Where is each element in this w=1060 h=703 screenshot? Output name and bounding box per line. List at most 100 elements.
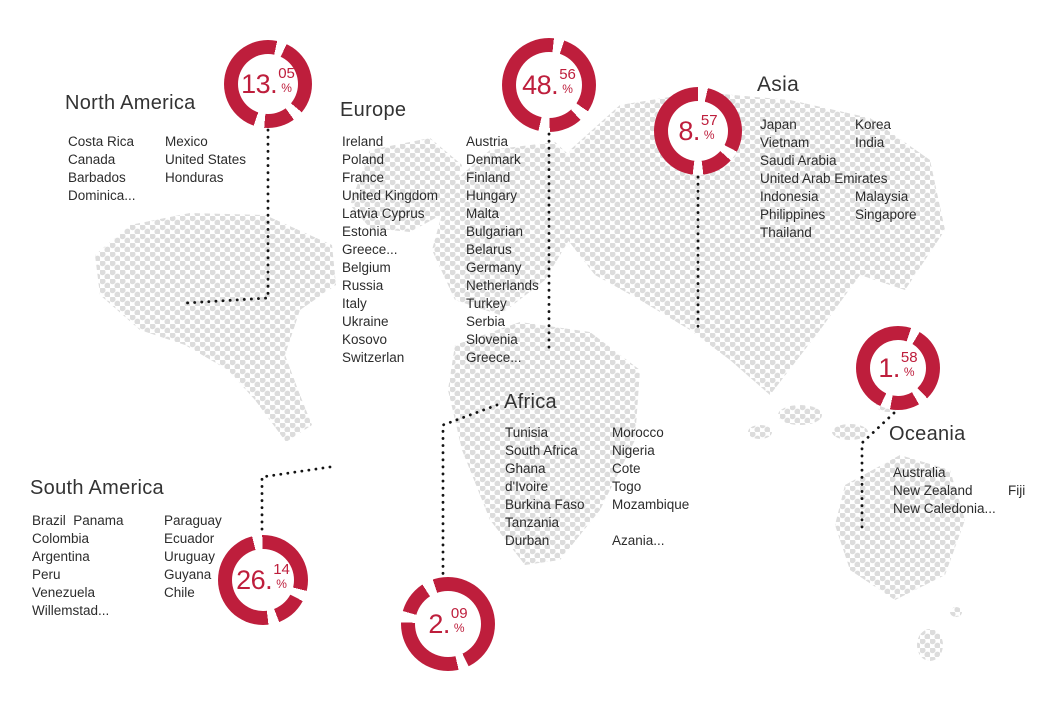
country-item: Austria — [466, 134, 509, 149]
country-item: Peru — [32, 567, 61, 582]
country-item: Dominica... — [68, 188, 136, 203]
donut-value: 8. 57% — [678, 112, 718, 146]
country-list-south-america-1: Brazil Panama Colombia Argentina Peru Venezu… — [32, 512, 124, 620]
donut-value: 48. 56% — [522, 66, 576, 100]
region-title-europe: Europe — [340, 99, 407, 121]
country-item: United Arab Emirates — [760, 171, 888, 186]
region-title-asia: Asia — [757, 73, 800, 96]
map-island — [778, 405, 822, 425]
country-item: Russia — [342, 278, 384, 293]
country-item: Guyana — [164, 567, 212, 582]
country-item: Australia — [893, 465, 946, 480]
country-item: Germany — [466, 260, 522, 275]
country-item: Costa Rica — [68, 134, 135, 149]
country-item: Cote — [612, 461, 641, 476]
country-item: Hungary — [466, 188, 518, 203]
donut-ring — [218, 535, 308, 625]
country-item: Mexico — [165, 134, 208, 149]
country-item: Brazil Panama — [32, 513, 124, 528]
country-list-europe-2: Austria Denmark Finland Hungary Malta Bulgari… — [466, 133, 539, 367]
country-item: Bulgarian — [466, 224, 524, 239]
donut-value: 2. 09% — [428, 605, 468, 639]
region-title-oceania: Oceania — [889, 423, 966, 445]
country-item: Singapore — [855, 207, 917, 222]
country-item: d'Ivoire — [505, 479, 549, 494]
region-title-africa: Africa — [504, 391, 557, 413]
country-item: Denmark — [466, 152, 521, 167]
country-item: Togo — [612, 479, 642, 494]
country-item: Italy — [342, 296, 367, 311]
country-item: New Caledonia... — [893, 501, 996, 516]
country-item: Serbia — [466, 314, 506, 329]
country-item: New Zealand — [893, 483, 973, 498]
country-item: Korea — [855, 117, 892, 132]
country-list-oceania-2: Fiji — [1008, 464, 1025, 518]
country-item: Fiji — [1008, 483, 1026, 498]
donut-value: 1. 58% — [878, 349, 918, 383]
country-item: Ireland — [342, 134, 384, 149]
country-item: Colombia — [32, 531, 90, 546]
donut-asia: 8. 57% — [654, 87, 742, 175]
country-list-asia-1: Japan Vietnam Saudi Arabia United Arab Emir… — [760, 116, 888, 242]
country-item: United States — [165, 152, 247, 167]
country-item: Finland — [466, 170, 511, 185]
country-item: Kosovo — [342, 332, 388, 347]
leader-line-africa — [441, 403, 499, 578]
country-list-asia-2: Korea India Malaysia Singapore — [855, 116, 917, 224]
country-item — [612, 514, 689, 532]
donut-ring — [654, 87, 742, 175]
donut-south-america: 26. 14% — [218, 535, 308, 625]
country-item: Japan — [760, 117, 797, 132]
map-new-zealand — [917, 629, 943, 661]
country-item: Belgium — [342, 260, 391, 275]
country-item — [855, 152, 917, 170]
country-item: Saudi Arabia — [760, 153, 837, 168]
map-north-america — [95, 213, 336, 442]
country-item: Thailand — [760, 225, 812, 240]
country-item: Greece... — [342, 242, 398, 257]
country-item: Latvia Cyprus — [342, 206, 425, 221]
country-item: Argentina — [32, 549, 90, 564]
country-item: Burkina Faso — [505, 497, 585, 512]
country-item: Netherlands — [466, 278, 539, 293]
map-island — [748, 425, 772, 439]
country-list-africa-1: Tunisia South Africa Ghana d'Ivoire Burkina … — [505, 424, 585, 550]
country-item: Ecuador — [164, 531, 215, 546]
country-item: Poland — [342, 152, 385, 167]
country-item: Mozambique — [612, 497, 690, 512]
region-title-south-america: South America — [30, 477, 164, 499]
country-item: France — [342, 170, 385, 185]
country-list-north-america-2: Mexico United States Honduras — [165, 133, 246, 187]
donut-value: 26. 14% — [236, 561, 290, 595]
country-item: Greece... — [466, 350, 522, 365]
country-item: Ghana — [505, 461, 546, 476]
donut-north-america: 13. 05% — [224, 40, 312, 128]
country-item: Vietnam — [760, 135, 810, 150]
donut-africa: 2. 09% — [401, 577, 495, 671]
country-item: India — [855, 135, 885, 150]
country-item: Barbados — [68, 170, 126, 185]
donut-europe: 48. 56% — [502, 38, 596, 132]
country-list-oceania-1: Australia New Zealand New Caledonia... — [893, 464, 996, 518]
donut-ring — [224, 40, 312, 128]
country-item: Malaysia — [855, 189, 909, 204]
country-item: South Africa — [505, 443, 578, 458]
country-item: Indonesia — [760, 189, 819, 204]
country-item — [1008, 464, 1025, 482]
country-item: Tanzania — [505, 515, 560, 530]
donut-ring — [856, 326, 940, 410]
donut-ring — [502, 38, 596, 132]
country-item: Estonia — [342, 224, 388, 239]
donut-oceania: 1. 58% — [856, 326, 940, 410]
country-item: Willemstad... — [32, 603, 110, 618]
country-list-north-america-1: Costa Rica Canada Barbados Dominica... — [68, 133, 136, 205]
country-item: United Kingdom — [342, 188, 439, 203]
country-item: Belarus — [466, 242, 512, 257]
country-item — [1008, 500, 1025, 518]
country-item: Malta — [466, 206, 500, 221]
country-item: Philippines — [760, 207, 826, 222]
map-island — [832, 424, 868, 440]
country-item: Slovenia — [466, 332, 518, 347]
country-item: Nigeria — [612, 443, 655, 458]
